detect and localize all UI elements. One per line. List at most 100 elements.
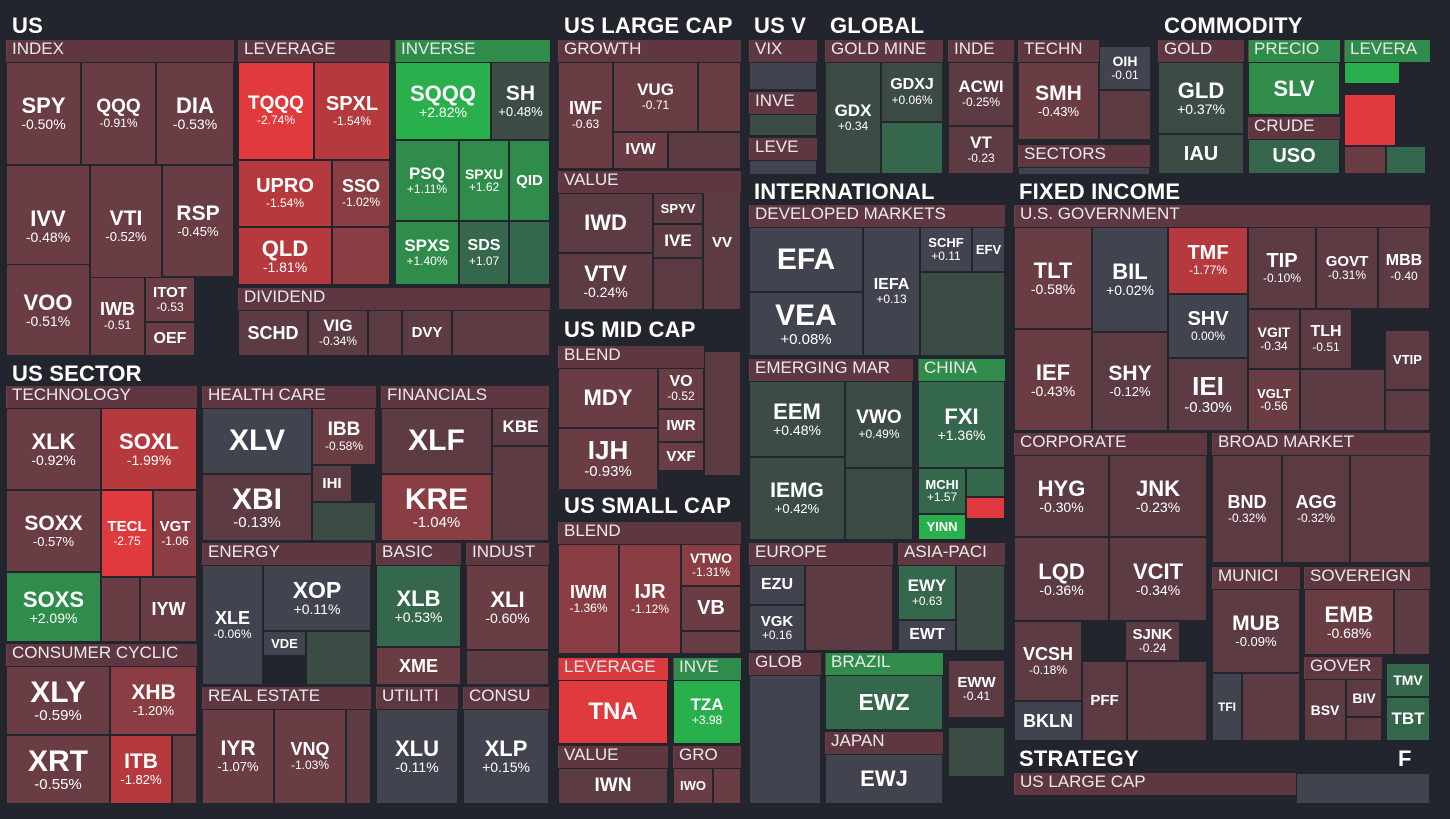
tile-vcit[interactable]: VCIT -0.34% [1109, 537, 1207, 621]
tile-unlabeled[interactable] [1127, 661, 1207, 741]
subgroup-financials[interactable]: FINANCIALS [381, 386, 549, 408]
tile-bsv[interactable]: BSV [1304, 679, 1346, 741]
group-us-large-cap[interactable]: US LARGE CAP [564, 13, 733, 38]
tile-vnq[interactable]: VNQ -1.03% [274, 709, 346, 804]
tile-rsp[interactable]: RSP -0.45% [162, 165, 234, 277]
tile-qld[interactable]: QLD -1.81% [238, 227, 332, 285]
tile-xme[interactable]: XME [376, 647, 461, 685]
tile-iei[interactable]: IEI -0.30% [1168, 358, 1248, 431]
tile-tza[interactable]: TZA +3.98 [673, 680, 741, 744]
tile-uso[interactable]: USO [1248, 139, 1340, 174]
tile-lqd[interactable]: LQD -0.36% [1014, 537, 1109, 621]
tile-mdy[interactable]: MDY [558, 368, 658, 428]
subgroup-inve-small[interactable]: INVE [673, 658, 741, 680]
tile-unlabeled[interactable] [749, 675, 821, 804]
tile-xlf[interactable]: XLF [381, 408, 492, 474]
tile-unlabeled[interactable] [101, 577, 140, 642]
subgroup-glob[interactable]: GLOB [749, 653, 821, 675]
tile-vt[interactable]: VT -0.23 [948, 126, 1014, 174]
tile-unlabeled[interactable] [312, 502, 376, 541]
subgroup-leverage[interactable]: LEVERAGE [238, 40, 390, 62]
tile-gdx[interactable]: GDX +0.34 [825, 62, 881, 174]
tile-unlabeled[interactable] [749, 160, 817, 175]
subgroup-gro[interactable]: GRO [673, 746, 741, 768]
tile-unlabeled[interactable] [1344, 62, 1400, 84]
subgroup-inde[interactable]: INDE [948, 40, 1014, 62]
tile-ewt[interactable]: EWT [898, 620, 956, 651]
tile-upro[interactable]: UPRO -1.54% [238, 160, 332, 227]
tile-ezu[interactable]: EZU [749, 565, 805, 605]
tile-unlabeled[interactable] [713, 768, 741, 804]
tile-unlabeled[interactable] [1346, 717, 1382, 741]
subgroup-sovereign[interactable]: SOVEREIGN [1304, 567, 1430, 589]
tile-agg[interactable]: AGG -0.32% [1282, 455, 1350, 563]
tile-unlabeled[interactable] [956, 565, 1005, 651]
subgroup-us-large-cap-strat[interactable]: US LARGE CAP [1014, 773, 1296, 795]
group-strategy[interactable]: STRATEGY [1019, 746, 1139, 771]
tile-schd[interactable]: SCHD [238, 310, 308, 356]
tile-unlabeled[interactable] [1300, 369, 1385, 431]
tile-iau[interactable]: IAU [1158, 134, 1244, 174]
subgroup-asia-paci[interactable]: ASIA-PACI [898, 543, 1005, 565]
subgroup-corporate[interactable]: CORPORATE [1014, 433, 1207, 455]
tile-soxs[interactable]: SOXS +2.09% [6, 572, 101, 642]
tile-spxl[interactable]: SPXL -1.54% [314, 62, 390, 160]
tile-tmv[interactable]: TMV [1386, 663, 1430, 697]
group-us[interactable]: US [12, 13, 43, 38]
tile-vb[interactable]: VB [681, 586, 741, 631]
tile-sso[interactable]: SSO -1.02% [332, 160, 390, 227]
tile-tfi[interactable]: TFI [1212, 673, 1242, 741]
tile-biv[interactable]: BIV [1346, 679, 1382, 717]
subgroup-emerging-mar[interactable]: EMERGING MAR [749, 359, 913, 381]
group-us-sector[interactable]: US SECTOR [12, 361, 142, 386]
tile-sjnk[interactable]: SJNK -0.24 [1125, 621, 1180, 661]
tile-unlabeled[interactable] [1099, 90, 1151, 140]
tile-vxf[interactable]: VXF [658, 442, 704, 471]
subgroup-utiliti[interactable]: UTILITI [376, 687, 458, 709]
tile-kre[interactable]: KRE -1.04% [381, 474, 492, 541]
tile-unlabeled[interactable] [966, 468, 1005, 497]
subgroup-developed-markets[interactable]: DEVELOPED MARKETS [749, 205, 1005, 227]
tile-unlabeled[interactable] [172, 735, 197, 804]
tile-xlk[interactable]: XLK -0.92% [6, 408, 101, 490]
tile-vti[interactable]: VTI -0.52% [90, 165, 162, 287]
subgroup-techn[interactable]: TECHN [1018, 40, 1099, 62]
tile-unlabeled[interactable] [1394, 589, 1430, 655]
tile-tna[interactable]: TNA [558, 680, 668, 744]
tile-vig[interactable]: VIG -0.34% [308, 310, 368, 356]
tile-iwm[interactable]: IWM -1.36% [558, 544, 619, 654]
tile-vwo[interactable]: VWO +0.49% [845, 381, 913, 468]
tile-itot[interactable]: ITOT -0.53 [145, 277, 195, 322]
tile-mchi[interactable]: MCHI +1.57 [918, 468, 966, 514]
tile-unlabeled[interactable] [698, 62, 741, 132]
tile-bkln[interactable]: BKLN [1014, 701, 1082, 741]
tile-ibb[interactable]: IBB -0.58% [312, 408, 376, 465]
tile-hyg[interactable]: HYG -0.30% [1014, 455, 1109, 537]
tile-soxl[interactable]: SOXL -1.99% [101, 408, 197, 490]
tile-unlabeled[interactable] [452, 310, 550, 356]
tile-unlabeled[interactable] [1344, 146, 1386, 174]
tile-iwo[interactable]: IWO [673, 768, 713, 804]
tile-unlabeled[interactable] [368, 310, 402, 356]
tile-efa[interactable]: EFA [749, 227, 863, 292]
tile-xrt[interactable]: XRT -0.55% [6, 735, 110, 804]
group-global[interactable]: GLOBAL [830, 13, 925, 38]
tile-vea[interactable]: VEA +0.08% [749, 292, 863, 356]
tile-vv[interactable]: VV [703, 176, 741, 310]
subgroup-gold[interactable]: GOLD [1158, 40, 1244, 62]
tile-voo[interactable]: VOO -0.51% [6, 264, 90, 356]
tile-tlh[interactable]: TLH -0.51 [1300, 309, 1352, 369]
tile-unlabeled[interactable] [306, 631, 371, 685]
tile-unlabeled[interactable] [1242, 673, 1300, 741]
tile-ivw[interactable]: IVW [613, 132, 668, 169]
tile-ive[interactable]: IVE [653, 224, 703, 258]
tile-tmf[interactable]: TMF -1.77% [1168, 227, 1248, 294]
tile-vtip[interactable]: VTIP [1385, 330, 1430, 390]
subgroup-blend-small[interactable]: BLEND [558, 522, 741, 544]
tile-oih[interactable]: OIH -0.01 [1099, 46, 1151, 90]
tile-vcsh[interactable]: VCSH -0.18% [1014, 621, 1082, 701]
tile-unlabeled[interactable] [492, 446, 549, 541]
tile-spyv[interactable]: SPYV [653, 193, 703, 224]
tile-vglt[interactable]: VGLT -0.56 [1248, 369, 1300, 431]
group-us-v[interactable]: US V [754, 13, 807, 38]
